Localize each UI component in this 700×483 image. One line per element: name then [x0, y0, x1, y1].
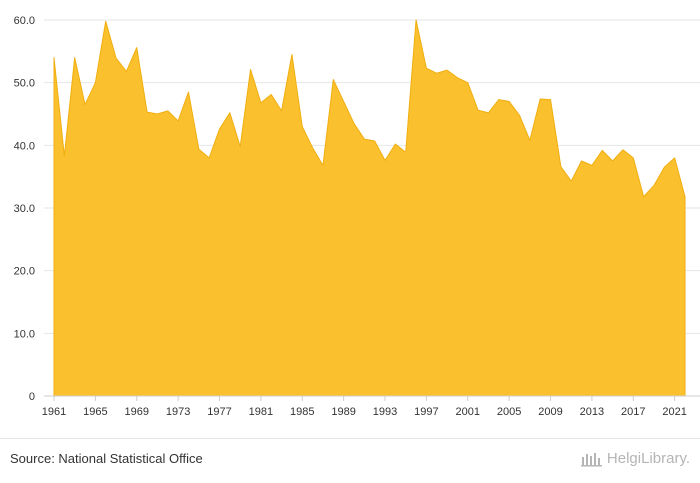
y-tick-label: 60.0 [14, 15, 35, 27]
x-tick-label: 1961 [42, 406, 66, 418]
area-series [53, 19, 686, 397]
x-tick-label: 1973 [166, 406, 190, 418]
helgi-logo-icon [580, 452, 602, 466]
x-tick-label: 2013 [580, 406, 604, 418]
area-chart: 010.020.030.040.050.060.0 1961 1965 1969 19… [14, 15, 700, 418]
axes [44, 395, 700, 401]
y-tick-label: 40.0 [14, 140, 35, 152]
brand-name: HelgiLibrary. [606, 450, 690, 467]
x-tick-label: 1969 [125, 406, 149, 418]
x-tick-label: 2017 [621, 406, 645, 418]
x-tick-label: 1981 [249, 406, 273, 418]
x-tick-label: 2021 [662, 406, 686, 418]
footer-divider [0, 438, 700, 439]
x-tick-label: 1993 [373, 406, 397, 418]
y-tick-label: 20.0 [14, 266, 35, 278]
y-tick-label: 0 [29, 391, 35, 403]
x-tick-label: 2005 [497, 406, 521, 418]
x-tick-label: 1985 [290, 406, 314, 418]
x-tick-label: 1977 [207, 406, 231, 418]
y-tick-label: 30.0 [14, 203, 35, 215]
x-tick-label: 1965 [83, 406, 107, 418]
x-tick-label: 1997 [414, 406, 438, 418]
source-note: Source: National Statistical Office [10, 451, 203, 466]
x-tick-label: 2001 [456, 406, 480, 418]
brand-logo[interactable]: HelgiLibrary. [580, 450, 690, 467]
y-axis-tick-labels: 0 10.0 20.0 30.0 40.0 50.0 60.0 [14, 15, 35, 403]
y-tick-label: 10.0 [14, 328, 35, 340]
x-tick-label: 1989 [331, 406, 355, 418]
y-tick-label: 50.0 [14, 78, 35, 90]
x-tick-label: 2009 [538, 406, 562, 418]
x-axis-tick-labels: 1961 1965 1969 1973 1977 1981 1985 1989 1993 1997… [42, 406, 687, 418]
